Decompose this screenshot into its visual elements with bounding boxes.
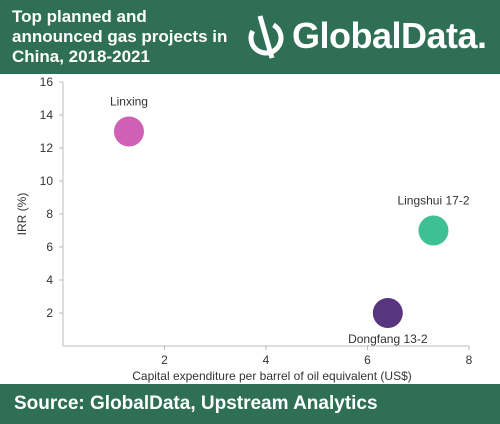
data-point-label: Dongfang 13-2 (348, 332, 428, 346)
source-note: Source: GlobalData, Upstream Analytics (14, 393, 378, 414)
chart-title: Top planned and announced gas projects i… (12, 7, 228, 66)
scatter-chart: 2 4 6 8 10 12 14 16 2 4 6 8 Linxing Lingshui 17-2 Don… (15, 75, 473, 383)
chart-ticks: 2 4 6 8 10 12 14 16 2 4 6 8 (40, 75, 473, 367)
y-tick-label: 8 (46, 207, 53, 221)
y-tick-label: 12 (40, 141, 54, 155)
chart-points: Linxing Lingshui 17-2 Dongfang 13-2 (110, 95, 470, 347)
x-tick-label: 4 (263, 353, 270, 367)
y-tick-label: 2 (46, 306, 53, 320)
x-axis-title: Capital expenditure per barrel of oil eq… (132, 369, 412, 383)
data-point (418, 215, 449, 246)
logo-wordmark: GlobalData. (292, 15, 487, 56)
data-point-label: Lingshui 17-2 (397, 194, 469, 208)
data-point (372, 298, 403, 328)
x-tick-label: 2 (161, 353, 168, 367)
y-tick-label: 6 (46, 240, 53, 254)
data-point-label: Linxing (110, 95, 148, 109)
header-banner: Top planned and announced gas projects i… (0, 0, 500, 74)
globaldata-logo: GlobalData. (246, 10, 487, 62)
x-tick-label: 6 (364, 353, 371, 367)
y-tick-label: 4 (46, 273, 53, 287)
x-tick-label: 8 (466, 353, 473, 367)
y-tick-label: 10 (40, 174, 54, 188)
data-point (113, 116, 144, 147)
globaldata-logo-icon (248, 15, 284, 59)
footer-banner: Source: GlobalData, Upstream Analytics (0, 384, 500, 424)
y-tick-label: 16 (40, 75, 54, 89)
y-axis-title: IRR (%) (15, 193, 29, 236)
y-tick-label: 14 (40, 108, 54, 122)
